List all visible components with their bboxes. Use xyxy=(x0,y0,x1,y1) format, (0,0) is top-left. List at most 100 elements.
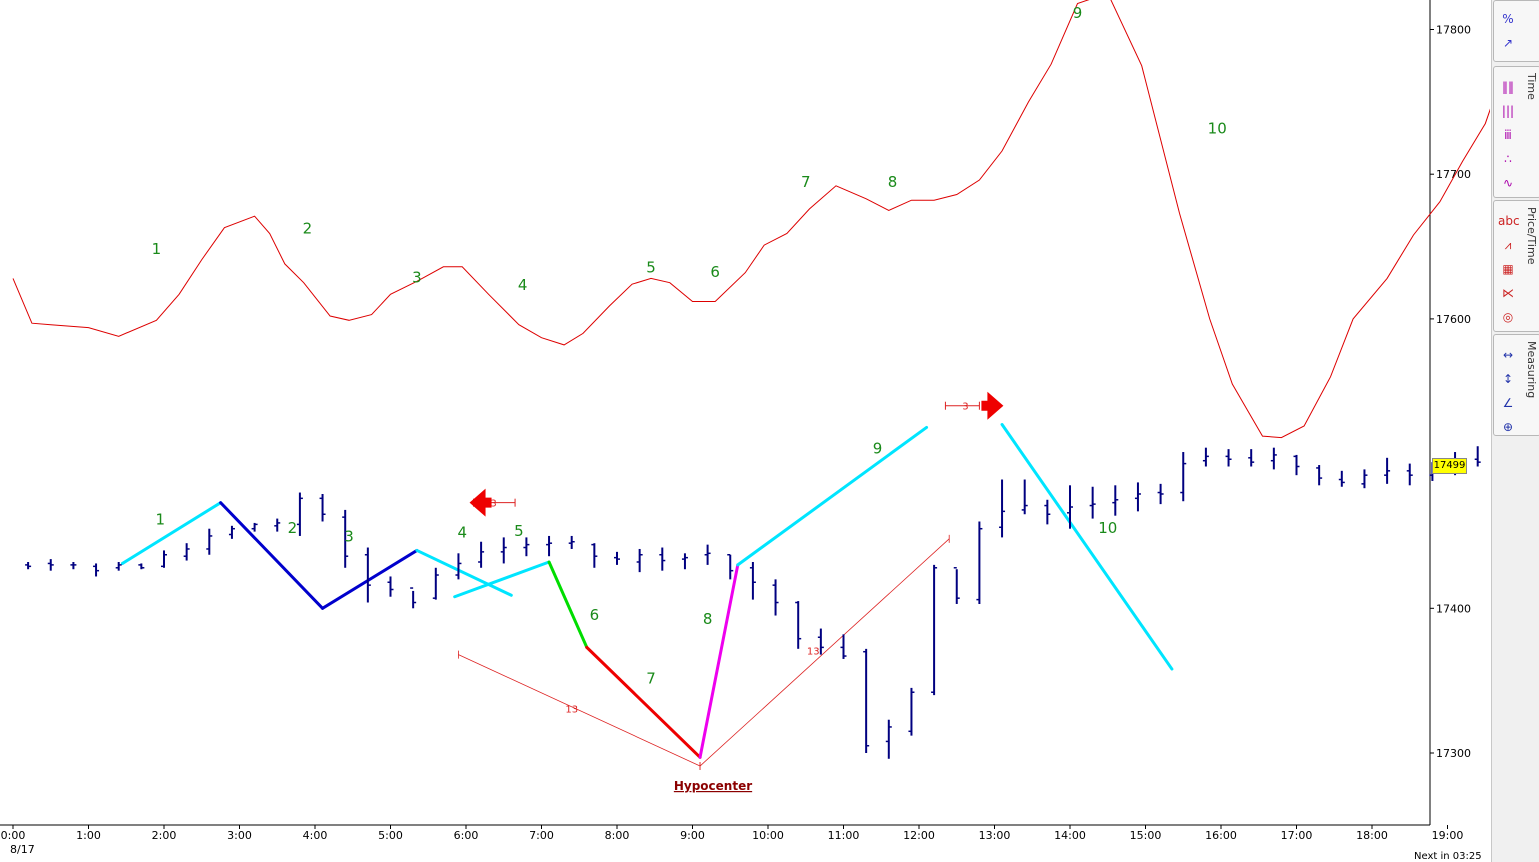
price-wave-icon[interactable]: ⩘ xyxy=(1504,238,1512,252)
time-ratio-icon[interactable]: ∴ xyxy=(1504,152,1512,166)
ohlc-bar xyxy=(749,561,756,600)
axes: 0:00 1:00 2:00 3:00 4:00 5:00 6:00 7:00 8:00 9:00… xyxy=(0,0,1471,856)
measure-angle-icon[interactable]: ∠ xyxy=(1502,396,1514,410)
time-cycles-icon[interactable]: ||| xyxy=(1501,104,1515,118)
oscillator-wave-label: 10 xyxy=(1208,120,1227,138)
drawing-toolbar: % ↗ Time ‖‖ ||| ⅲ ∴ ∿ Price/Time abc ⩘ ▦ ⋉ ◎ Measuring… xyxy=(1491,0,1539,862)
arrow-left-icon xyxy=(469,488,492,517)
ohlc-bar xyxy=(953,567,960,604)
ohlc-bar xyxy=(636,548,643,573)
ohlc-bar xyxy=(568,535,575,549)
range-line xyxy=(458,654,701,767)
ohlc-bar xyxy=(1089,486,1096,519)
pattern-segment xyxy=(698,563,740,759)
oscillator-wave-label: 3 xyxy=(412,269,422,287)
pattern-segment xyxy=(415,548,513,597)
toolbar-group-title: Time xyxy=(1525,73,1538,100)
x-tick-label: 15:00 xyxy=(1130,829,1162,842)
pattern-lines xyxy=(120,423,1174,759)
chart-area[interactable]: 0:00 1:00 2:00 3:00 4:00 5:00 6:00 7:00 8:00 9:00… xyxy=(0,0,1490,862)
ohlc-bar xyxy=(1474,446,1481,467)
hypocenter-label: Hypocenter xyxy=(674,779,752,793)
ohlc-bar xyxy=(251,522,258,532)
ohlc-bar xyxy=(1202,447,1209,467)
ohlc-bar xyxy=(704,544,711,565)
oscillator xyxy=(12,0,1490,439)
fan-icon[interactable]: ⋉ xyxy=(1502,286,1514,300)
pattern-segment xyxy=(1000,423,1174,671)
ohlc-bar xyxy=(161,550,167,568)
ohlc-bar xyxy=(1225,449,1232,467)
oscillator-wave-label: 6 xyxy=(710,263,720,281)
ohlc-bar xyxy=(228,525,235,539)
time-pattern-icon[interactable]: ⅲ xyxy=(1504,128,1512,142)
last-price-tag: 17499 xyxy=(1432,458,1467,474)
wave-labels: 1 2 3 4 5 6 7 8 9 10 1 2 3 4 5 6 7 8 9 10 xyxy=(152,4,1227,688)
ohlc-bar xyxy=(591,543,598,568)
ohlc-bar xyxy=(1134,482,1141,512)
pattern-segment xyxy=(453,560,551,599)
arrow-right-icon xyxy=(981,391,1004,420)
toolbar-group-top: % ↗ xyxy=(1493,0,1539,62)
ohlc-bar xyxy=(727,554,734,580)
ohlc-bar xyxy=(1293,454,1300,476)
grid-box-icon[interactable]: ▦ xyxy=(1502,262,1514,276)
x-tick-label: 6:00 xyxy=(454,829,479,842)
ohlc-bar xyxy=(817,628,824,655)
ohlc-bar xyxy=(1384,457,1391,484)
date-label: 8/17 xyxy=(10,843,35,856)
ohlc-bar xyxy=(478,541,485,568)
ohlc-bar xyxy=(183,543,190,561)
percent-icon[interactable]: % xyxy=(1502,12,1514,26)
spiral-icon[interactable]: ◎ xyxy=(1502,310,1514,324)
price-wave-label: 2 xyxy=(288,519,298,537)
toolbar-group-title: Price/Time xyxy=(1525,207,1538,265)
x-tick-label: 14:00 xyxy=(1054,829,1086,842)
x-tick-label: 10:00 xyxy=(752,829,784,842)
pattern-segment xyxy=(321,548,419,610)
crosshair-icon[interactable]: ⊕ xyxy=(1502,420,1514,434)
trend-icon[interactable]: ↗ xyxy=(1502,36,1514,50)
x-tick-label: 13:00 xyxy=(979,829,1011,842)
oscillator-wave-label: 9 xyxy=(1073,4,1083,22)
oscillator-wave-label: 2 xyxy=(303,220,313,238)
x-tick-label: 16:00 xyxy=(1205,829,1237,842)
next-bar-countdown: Next in 03:25 xyxy=(1414,851,1482,862)
time-bars-icon[interactable]: ‖‖ xyxy=(1502,80,1514,94)
ohlc-bar xyxy=(25,561,32,570)
ohlc-bar xyxy=(70,561,77,570)
measure-h-icon[interactable]: ↔ xyxy=(1502,348,1514,362)
y-tick-label: 17800 xyxy=(1436,24,1471,37)
ohlc-bar xyxy=(999,479,1006,538)
ohlc-bar xyxy=(1112,485,1119,516)
y-tick-label: 17700 xyxy=(1436,168,1471,181)
x-tick-label: 17:00 xyxy=(1281,829,1313,842)
ohlc-bar xyxy=(1270,447,1277,470)
range-count-label: 13 xyxy=(565,704,578,715)
measure-v-icon[interactable]: ↕ xyxy=(1502,372,1514,386)
ohlc-bar xyxy=(931,564,938,696)
pattern-segment xyxy=(736,425,929,567)
x-tick-label: 2:00 xyxy=(152,829,177,842)
price-wave-label: 5 xyxy=(514,522,524,540)
ohlc-bar xyxy=(1248,449,1255,467)
ohlc-bar xyxy=(500,537,507,564)
time-wave-icon[interactable]: ∿ xyxy=(1502,176,1514,190)
price-wave-label: 3 xyxy=(344,528,354,546)
price-bars xyxy=(25,446,1481,759)
oscillator-wave-label: 1 xyxy=(152,240,162,258)
ohlc-bar xyxy=(1021,479,1028,515)
ohlc-bar xyxy=(976,521,983,604)
ohlc-bar xyxy=(614,551,620,565)
text-abc-icon[interactable]: abc xyxy=(1498,214,1520,228)
markers: 33 xyxy=(469,391,1004,517)
x-tick-label: 8:00 xyxy=(605,829,630,842)
price-wave-label: 7 xyxy=(646,670,656,688)
time-marker-label: 3 xyxy=(490,499,496,510)
ohlc-bar xyxy=(274,518,281,532)
y-tick-label: 17400 xyxy=(1436,602,1471,615)
time-marker-label: 3 xyxy=(962,402,968,413)
ohlc-bar xyxy=(1338,470,1345,487)
ohlc-bar xyxy=(206,528,213,555)
ohlc-bar xyxy=(296,492,303,536)
